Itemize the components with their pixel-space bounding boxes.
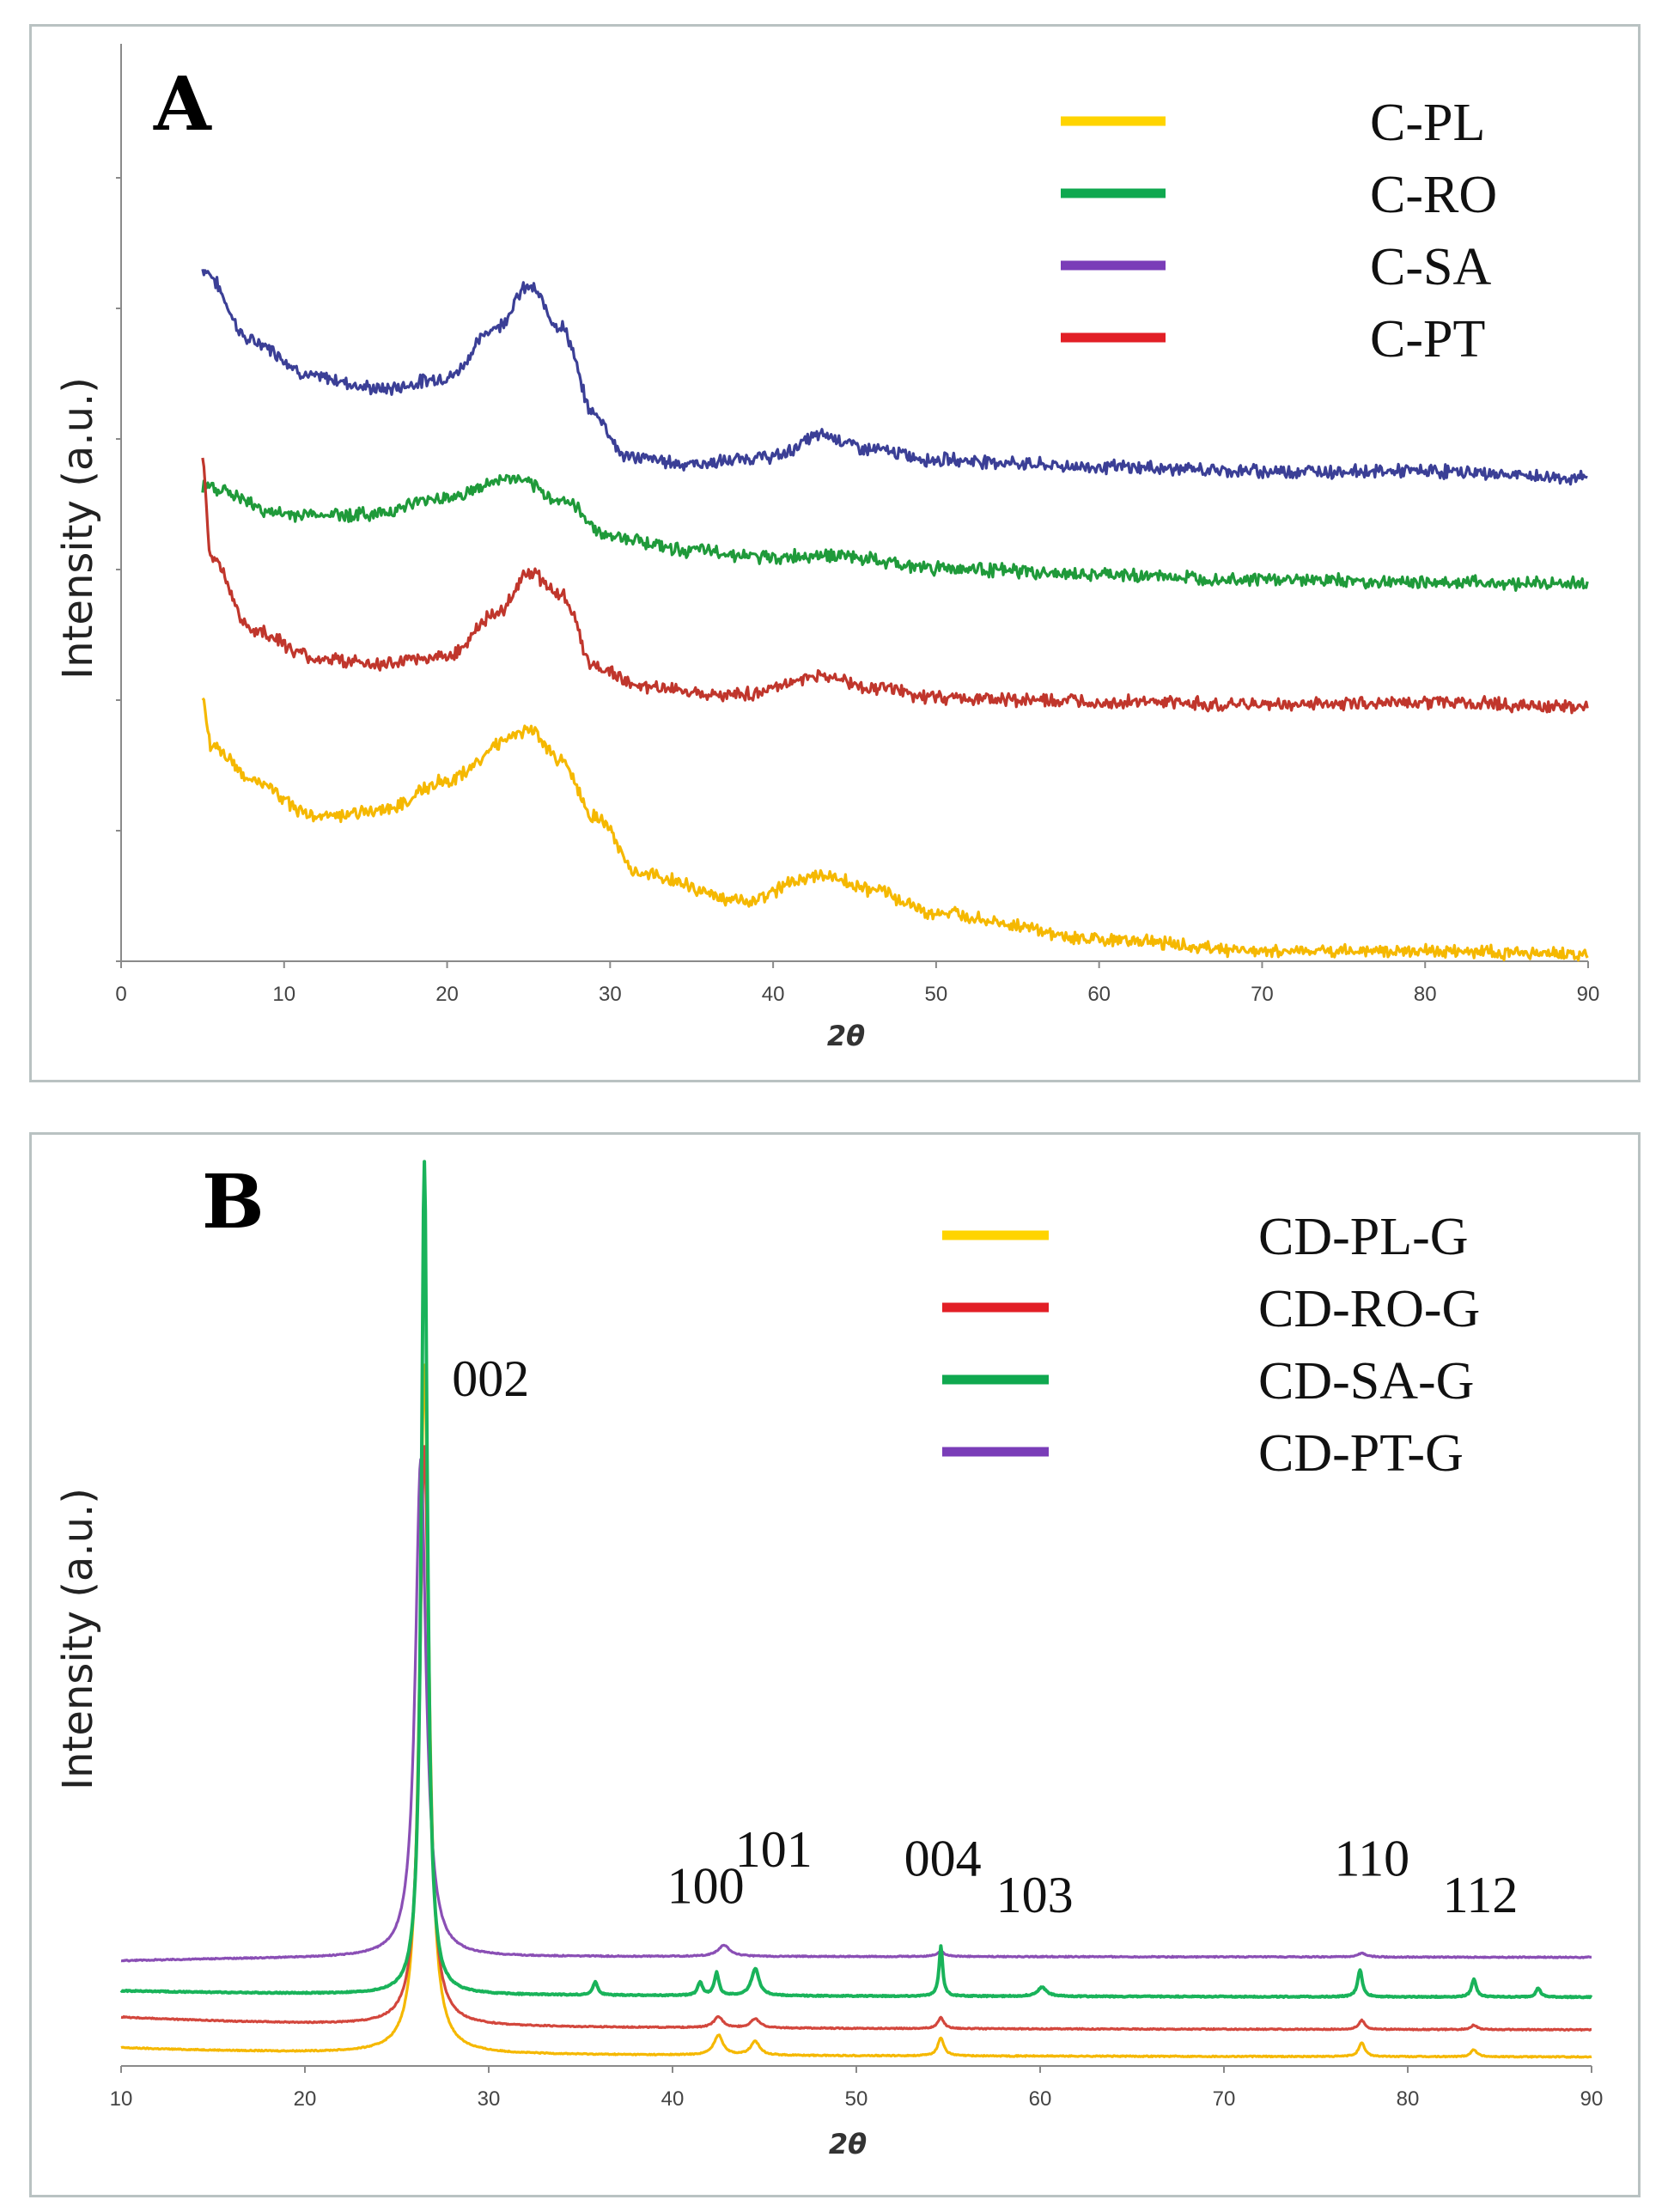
legend-label-cd-sa-g: CD-SA-G xyxy=(1258,1352,1474,1411)
x-axis-title: 2θ xyxy=(829,2128,867,2160)
series-line-c-pl xyxy=(201,697,1589,962)
series-line-cd-ro-g xyxy=(120,1445,1592,2032)
panel-b-plot: 10 20 30 40 50 60 70 80 90 2θ Intensity (a.u.) B CD-… xyxy=(54,1159,1604,2160)
x-tick-label: 30 xyxy=(478,2087,501,2111)
x-tick-label: 10 xyxy=(272,983,295,1006)
series-line-cd-sa-g xyxy=(119,1160,1593,2000)
legend-label-c-pl: C-PL xyxy=(1370,94,1485,152)
x-tick-label: 90 xyxy=(1577,983,1600,1006)
x-tick-label: 40 xyxy=(661,2087,685,2111)
peak-label-103: 103 xyxy=(996,1867,1074,1923)
peak-label-110: 110 xyxy=(1334,1831,1409,1887)
panel-a-chart: 0 10 20 30 40 50 60 70 80 90 2θ Intensity (a.u.) A C-… xyxy=(29,24,1641,1082)
series-line-c-sa xyxy=(201,268,1588,486)
legend-label-cd-pt-g: CD-PT-G xyxy=(1258,1424,1464,1483)
x-tick-label: 0 xyxy=(115,983,126,1006)
x-tick-label: 80 xyxy=(1414,983,1437,1006)
panel-letter-b: B xyxy=(202,1159,265,1246)
x-tick-label: 60 xyxy=(1029,2087,1052,2111)
series-line-cd-pt-g xyxy=(120,1458,1592,1963)
x-tick-label: 60 xyxy=(1087,983,1111,1006)
panel-a-plot: 0 10 20 30 40 50 60 70 80 90 2θ Intensity (a.u.) A C-… xyxy=(54,44,1600,1052)
x-tick-label: 40 xyxy=(762,983,785,1006)
x-tick-label: 70 xyxy=(1251,983,1274,1006)
x-tick-label: 90 xyxy=(1580,2087,1604,2111)
series-line-cd-pl-g xyxy=(120,1363,1592,2059)
x-tick-label: 10 xyxy=(110,2087,133,2111)
panel-b-chart: 10 20 30 40 50 60 70 80 90 2θ Intensity (a.u.) B CD-… xyxy=(29,1132,1641,2197)
x-tick-label: 20 xyxy=(435,983,459,1006)
x-tick-label: 50 xyxy=(925,983,948,1006)
legend-label-cd-ro-g: CD-RO-G xyxy=(1258,1280,1480,1338)
peak-label-112: 112 xyxy=(1443,1867,1519,1923)
x-tick-label: 70 xyxy=(1213,2087,1236,2111)
y-axis-title: Intensity (a.u.) xyxy=(54,1488,102,1790)
peak-label-101: 101 xyxy=(735,1821,813,1878)
x-tick-label: 50 xyxy=(845,2087,868,2111)
series-line-c-ro xyxy=(201,473,1589,592)
x-tick-label: 80 xyxy=(1397,2087,1420,2111)
x-axis-title: 2θ xyxy=(827,1020,865,1052)
peak-label-002: 002 xyxy=(452,1350,529,1407)
series-line-c-pt xyxy=(201,457,1589,715)
legend-label-c-sa: C-SA xyxy=(1370,238,1491,296)
panel-letter-a: A xyxy=(153,61,212,148)
peak-label-100: 100 xyxy=(667,1857,745,1914)
x-tick-label: 20 xyxy=(294,2087,317,2111)
legend-label-c-pt: C-PT xyxy=(1370,310,1485,369)
x-tick-label: 30 xyxy=(599,983,622,1006)
legend-label-cd-pl-g: CD-PL-G xyxy=(1258,1208,1469,1266)
legend-label-c-ro: C-RO xyxy=(1370,166,1497,224)
y-axis-title: Intensity (a.u.) xyxy=(54,377,102,679)
peak-label-004: 004 xyxy=(904,1831,982,1887)
